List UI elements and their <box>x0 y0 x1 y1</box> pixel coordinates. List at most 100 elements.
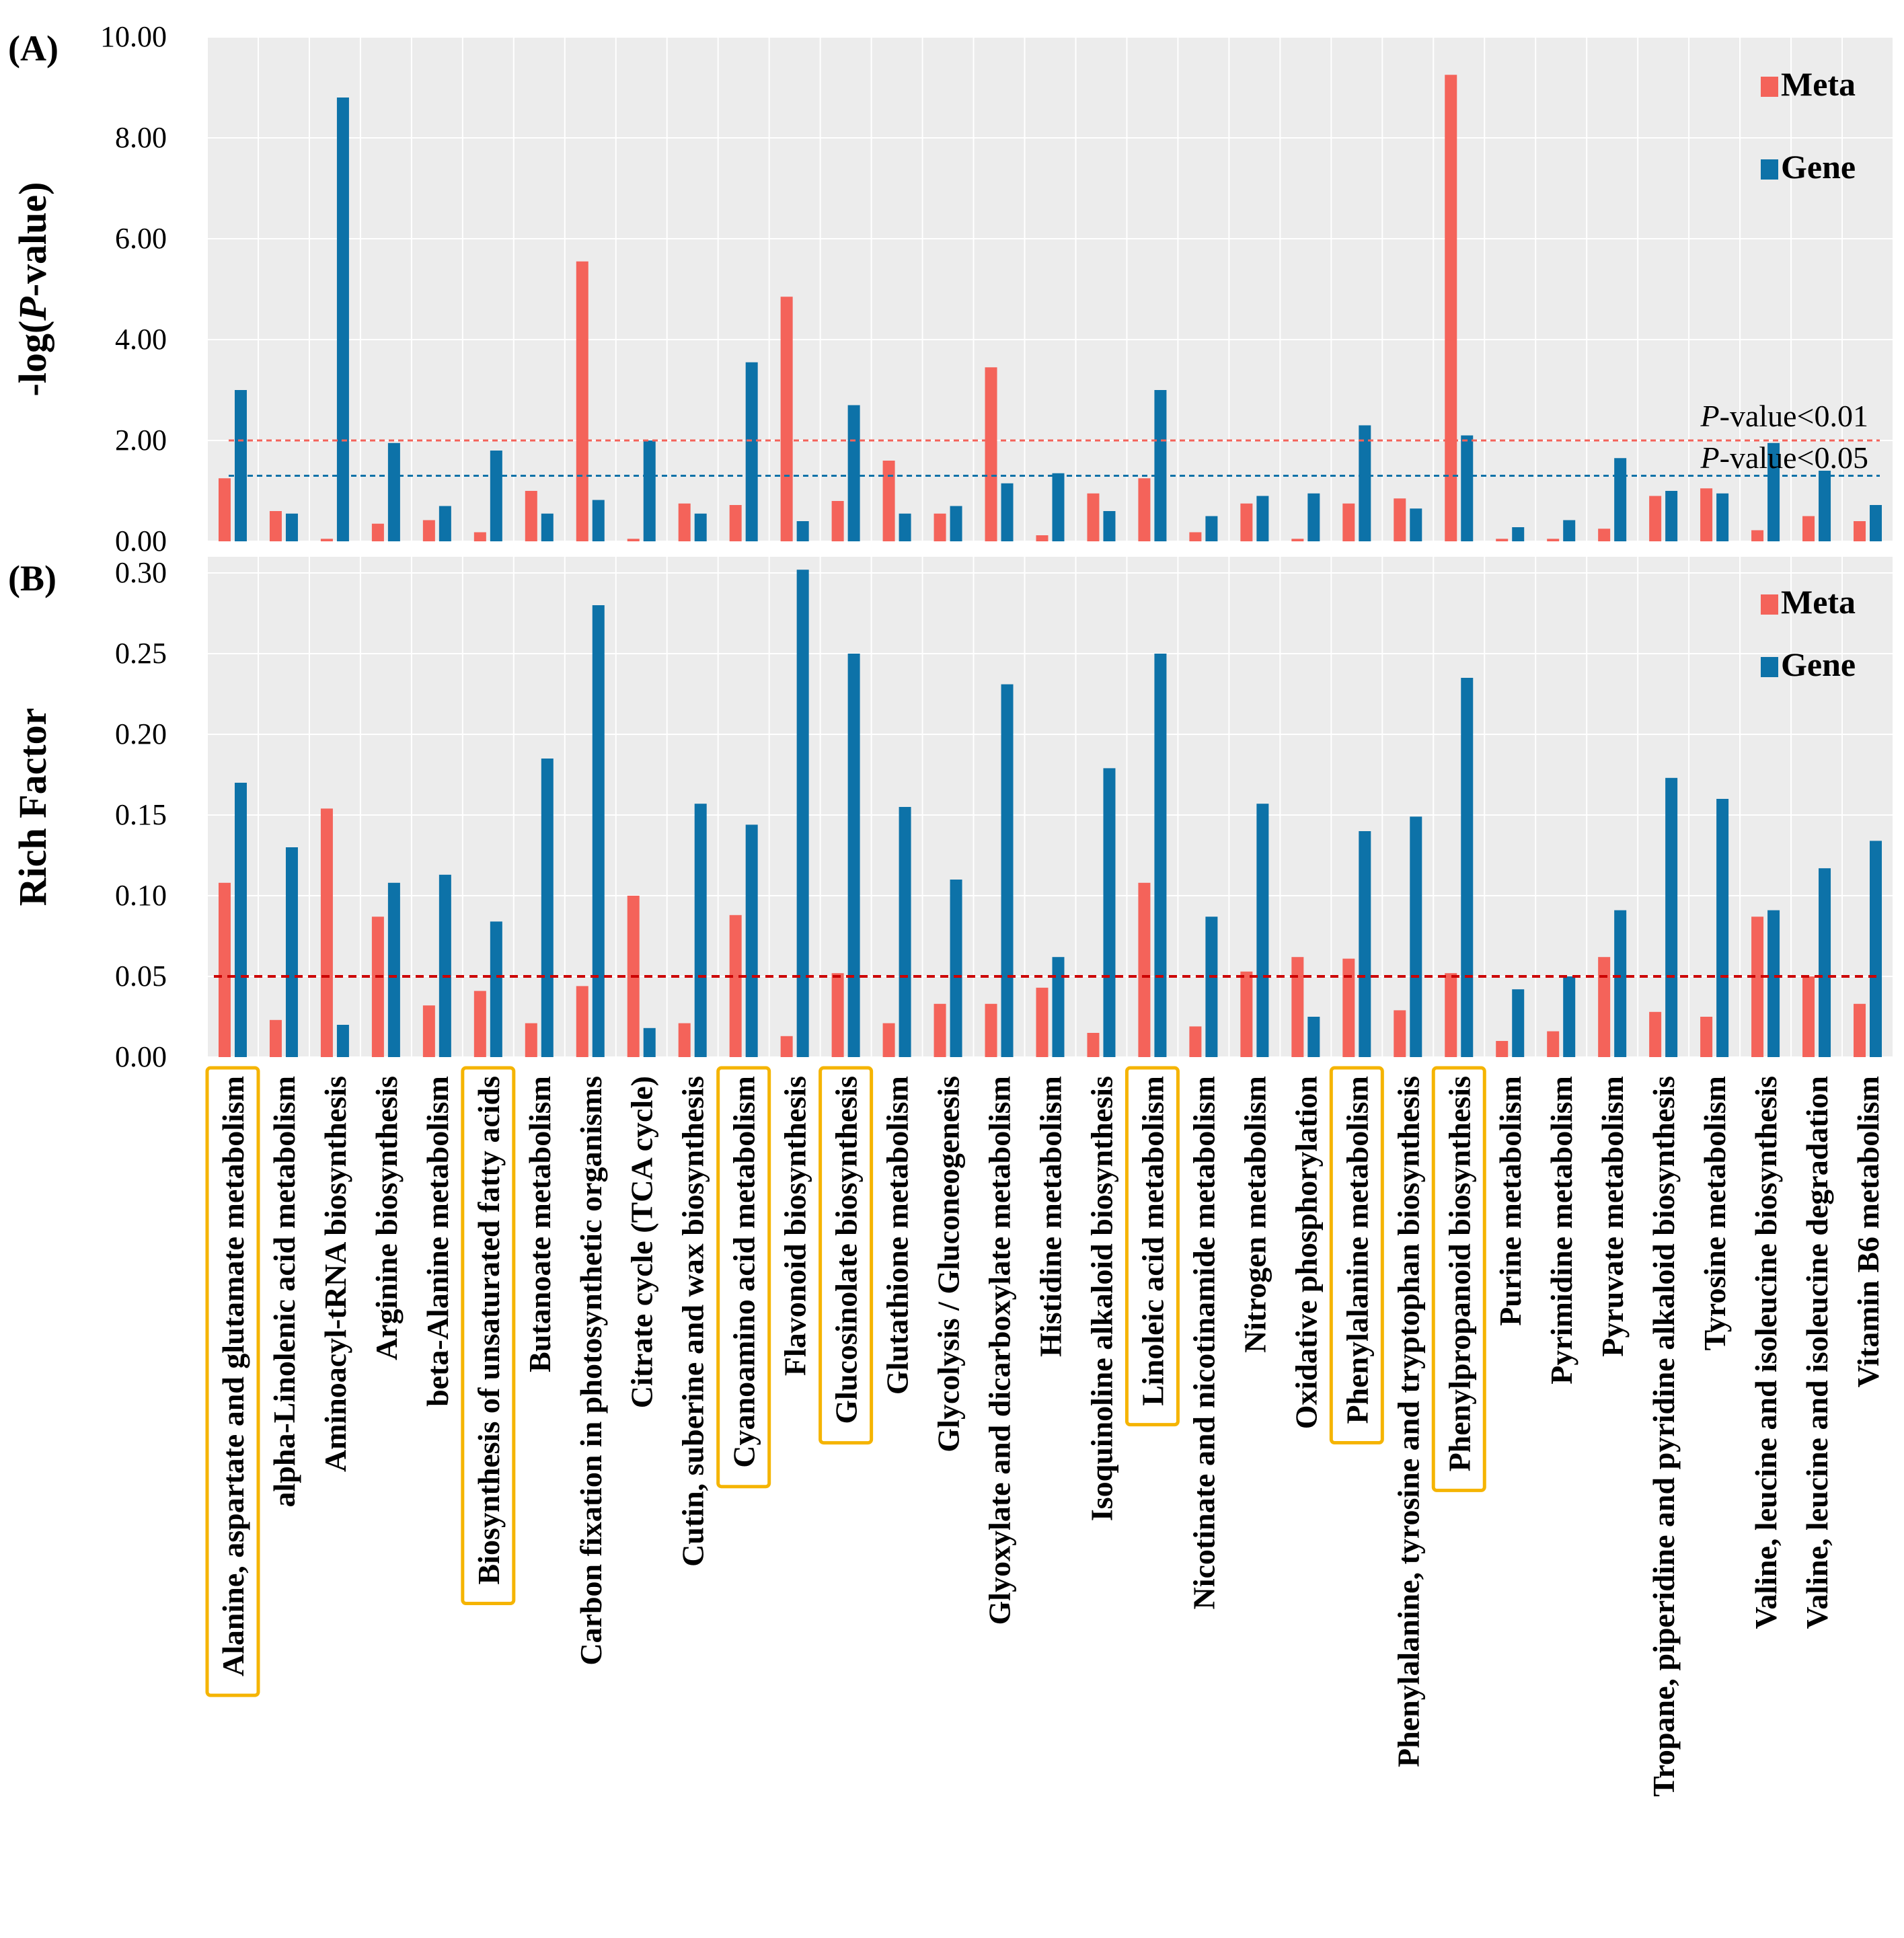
panel-a-bar-gene-aminoacyl-trna-biosynthesis <box>336 98 349 541</box>
panel-b-bar-meta-butanoate-metabolism <box>525 1023 537 1057</box>
panel-b-bar-gene-biosynthesis-of-unsaturated-fatty-acids <box>490 921 502 1057</box>
panel-b-bar-gene-valine-leucine-and-isoleucine-biosynthesis <box>1767 910 1780 1057</box>
panel-a-bar-gene-phenylalanine-metabolism <box>1359 425 1371 541</box>
panel-b-bar-meta-glutathione-metabolism <box>882 1023 895 1057</box>
x-tick-label-vitamin-b6-metabolism: Vitamin B6 metabolism <box>1851 1076 1885 1387</box>
panel-a-bar-gene-vitamin-b6-metabolism <box>1870 505 1882 541</box>
x-tick-label-valine-leucine-and-isoleucine-degradation: Valine, leucine and isoleucine degradati… <box>1800 1076 1834 1629</box>
panel-a-bar-meta-carbon-fixation-in-photosynthetic-organisms <box>576 261 588 541</box>
panel-b-bar-meta-arginine-biosynthesis <box>371 917 384 1057</box>
panel-b-legend-label-meta: Meta <box>1781 583 1856 621</box>
panel-b-bar-meta-cutin-suberine-and-wax-biosynthesis <box>678 1023 691 1057</box>
panel-b-bar-gene-cutin-suberine-and-wax-biosynthesis <box>694 804 707 1057</box>
panel-a-bar-gene-alanine-aspartate-and-glutamate-metabolism <box>234 390 247 541</box>
x-tick-label-arginine-biosynthesis: Arginine biosynthesis <box>369 1076 404 1360</box>
panel-a-bar-meta-oxidative-phosphorylation <box>1291 539 1304 541</box>
x-tick-label-phenylalanine-tyrosine-and-tryptophan-biosynthesis: Phenylalanine, tyrosine and tryptophan b… <box>1391 1076 1425 1767</box>
panel-b-plot-area <box>207 557 1893 1057</box>
x-tick-label-oxidative-phosphorylation: Oxidative phosphorylation <box>1289 1076 1323 1429</box>
panel-b-bar-meta-pyruvate-metabolism <box>1598 957 1611 1057</box>
panel-b-bar-gene-valine-leucine-and-isoleucine-degradation <box>1819 868 1831 1057</box>
panel-b-bar-gene-nitrogen-metabolism <box>1256 804 1269 1057</box>
panel-b-bar-meta-alanine-aspartate-and-glutamate-metabolism <box>218 882 231 1057</box>
x-tick-label-valine-leucine-and-isoleucine-biosynthesis: Valine, leucine and isoleucine biosynthe… <box>1749 1076 1783 1629</box>
panel-b-bar-gene-pyrimidine-metabolism <box>1563 976 1576 1057</box>
x-tick-label-tyrosine-metabolism: Tyrosine metabolism <box>1698 1076 1732 1350</box>
panel-a-bar-meta-pyrimidine-metabolism <box>1547 539 1560 541</box>
panel-a-bar-gene-carbon-fixation-in-photosynthetic-organisms <box>592 500 605 541</box>
x-tick-label-tropane-piperidine-and-pyridine-alkaloid-biosynthesis: Tropane, piperidine and pyridine alkaloi… <box>1646 1076 1681 1797</box>
panel-a-bar-meta-tropane-piperidine-and-pyridine-alkaloid-biosynthesis <box>1649 496 1662 541</box>
panel-a-y-tick-label: 10.00 <box>100 20 167 53</box>
panel-a-y-tick-label: 2.00 <box>115 424 167 457</box>
panel-b-legend-swatch-gene <box>1761 657 1778 677</box>
panel-a-bar-gene-nicotinate-and-nicotinamide-metabolism <box>1205 516 1218 541</box>
panel-b-bar-meta-glucosinolate-biosynthesis <box>831 973 844 1057</box>
panel-b-bar-meta-phenylpropanoid-biosynthesis <box>1445 973 1457 1057</box>
panel-a-bar-gene-valine-leucine-and-isoleucine-degradation <box>1819 471 1831 541</box>
panel-a-bar-meta-histidine-metabolism <box>1036 535 1049 541</box>
panel-a-legend-label-gene: Gene <box>1781 148 1856 186</box>
panel-b-bar-meta-tyrosine-metabolism <box>1700 1017 1713 1057</box>
panel-a-bar-gene-tyrosine-metabolism <box>1716 493 1729 541</box>
panel-a-bar-gene-biosynthesis-of-unsaturated-fatty-acids <box>490 451 502 541</box>
panel-a-bar-meta-arginine-biosynthesis <box>371 523 384 541</box>
highlight-box-biosynthesis-of-unsaturated-fatty-acids <box>461 1066 516 1606</box>
panel-b-bar-gene-cyanoamino-acid-metabolism <box>745 824 758 1057</box>
x-tick-label-nicotinate-and-nicotinamide-metabolism: Nicotinate and nicotinamide metabolism <box>1186 1076 1221 1609</box>
panel-a-legend-swatch-gene <box>1761 159 1778 180</box>
panel-a-bar-meta-alpha-linolenic-acid-metabolism <box>269 511 282 541</box>
panel-a-bar-gene-phenylpropanoid-biosynthesis <box>1461 435 1474 541</box>
panel-b-bar-meta-beta-alanine-metabolism <box>422 1005 435 1057</box>
panel-b-y-tick-label: 0.00 <box>115 1040 167 1073</box>
panel-b-bar-meta-carbon-fixation-in-photosynthetic-organisms <box>576 986 588 1057</box>
x-tick-label-aminoacyl-trna-biosynthesis: Aminoacyl-tRNA biosynthesis <box>318 1076 352 1472</box>
panel-b-bar-gene-oxidative-phosphorylation <box>1307 1017 1320 1057</box>
highlight-box-cyanoamino-acid-metabolism <box>716 1066 771 1489</box>
panel-a-bar-gene-arginine-biosynthesis <box>387 442 400 541</box>
x-tick-label-glycolysis-gluconeogenesis: Glycolysis / Gluconeogenesis <box>931 1076 966 1452</box>
panel-a-y-axis-title: -log(P-value) <box>11 182 54 397</box>
panel-a-legend-swatch-meta <box>1761 77 1778 97</box>
panel-b-legend-swatch-meta <box>1761 594 1778 615</box>
panel-b-bar-meta-purine-metabolism <box>1496 1041 1509 1057</box>
x-tick-label-butanoate-metabolism: Butanoate metabolism <box>523 1076 557 1372</box>
panel-a-legend-label-meta: Meta <box>1781 65 1856 103</box>
panel-a-bar-gene-pyruvate-metabolism <box>1614 458 1627 541</box>
panel-b-bar-meta-pyrimidine-metabolism <box>1547 1031 1560 1057</box>
panel-a-bar-gene-glutathione-metabolism <box>899 513 911 541</box>
highlight-box-phenylpropanoid-biosynthesis <box>1431 1066 1486 1492</box>
panel-a-bar-gene-valine-leucine-and-isoleucine-biosynthesis <box>1767 442 1780 541</box>
panel-b-bar-meta-tropane-piperidine-and-pyridine-alkaloid-biosynthesis <box>1649 1011 1662 1057</box>
panel-a-y-tick-label: 4.00 <box>115 323 167 356</box>
x-tick-label-alpha-linolenic-acid-metabolism: alpha-Linolenic acid metabolism <box>267 1076 301 1507</box>
x-tick-label-histidine-metabolism: Histidine metabolism <box>1034 1076 1068 1357</box>
panel-b-bar-gene-phenylalanine-metabolism <box>1359 831 1371 1057</box>
panel-b-bar-gene-histidine-metabolism <box>1052 957 1065 1057</box>
x-tick-label-glucosinolate-biosynthesis: Glucosinolate biosynthesis <box>829 1076 864 1424</box>
panel-a-bar-meta-cyanoamino-acid-metabolism <box>729 505 742 541</box>
panel-b-bar-gene-glycolysis-gluconeogenesis <box>950 880 962 1057</box>
panel-a-bar-meta-butanoate-metabolism <box>525 491 537 541</box>
panel-a-bar-meta-nicotinate-and-nicotinamide-metabolism <box>1189 532 1202 541</box>
panel-a-bar-gene-purine-metabolism <box>1512 527 1525 541</box>
highlight-box-glucosinolate-biosynthesis <box>818 1066 874 1445</box>
panel-b-bar-meta-histidine-metabolism <box>1036 987 1049 1057</box>
x-tick-label-citrate-cycle-tca-cycle: Citrate cycle (TCA cycle) <box>625 1076 659 1408</box>
panel-a-bar-gene-histidine-metabolism <box>1052 473 1065 541</box>
panel-b-bar-meta-glyoxylate-and-dicarboxylate-metabolism <box>985 1003 997 1057</box>
panel-b-bar-meta-nicotinate-and-nicotinamide-metabolism <box>1189 1026 1202 1057</box>
panel-a-y-tick-label: 0.00 <box>115 525 167 557</box>
panel-a-bar-meta-nitrogen-metabolism <box>1240 503 1253 541</box>
panel-a-bar-meta-beta-alanine-metabolism <box>422 520 435 541</box>
panel-b-bar-meta-alpha-linolenic-acid-metabolism <box>269 1019 282 1057</box>
x-tick-label-isoquinoline-alkaloid-biosynthesis: Isoquinoline alkaloid biosynthesis <box>1084 1076 1118 1521</box>
panel-a-bar-gene-phenylalanine-tyrosine-and-tryptophan-biosynthesis <box>1410 508 1422 541</box>
panel-a-bar-gene-flavonoid-biosynthesis <box>796 521 809 541</box>
panel-b-bar-gene-arginine-biosynthesis <box>387 882 400 1057</box>
panel-b-bar-meta-valine-leucine-and-isoleucine-biosynthesis <box>1751 917 1764 1057</box>
panel-b-chart: 0.00 0.05 0.10 0.15 0.20 0.25 0.30 Rich Factor M… <box>11 556 1894 1073</box>
panel-a-bar-gene-nitrogen-metabolism <box>1256 496 1269 541</box>
panel-a-y-tick-label: 6.00 <box>115 222 167 255</box>
panel-b-bar-gene-tropane-piperidine-and-pyridine-alkaloid-biosynthesis <box>1665 777 1678 1057</box>
